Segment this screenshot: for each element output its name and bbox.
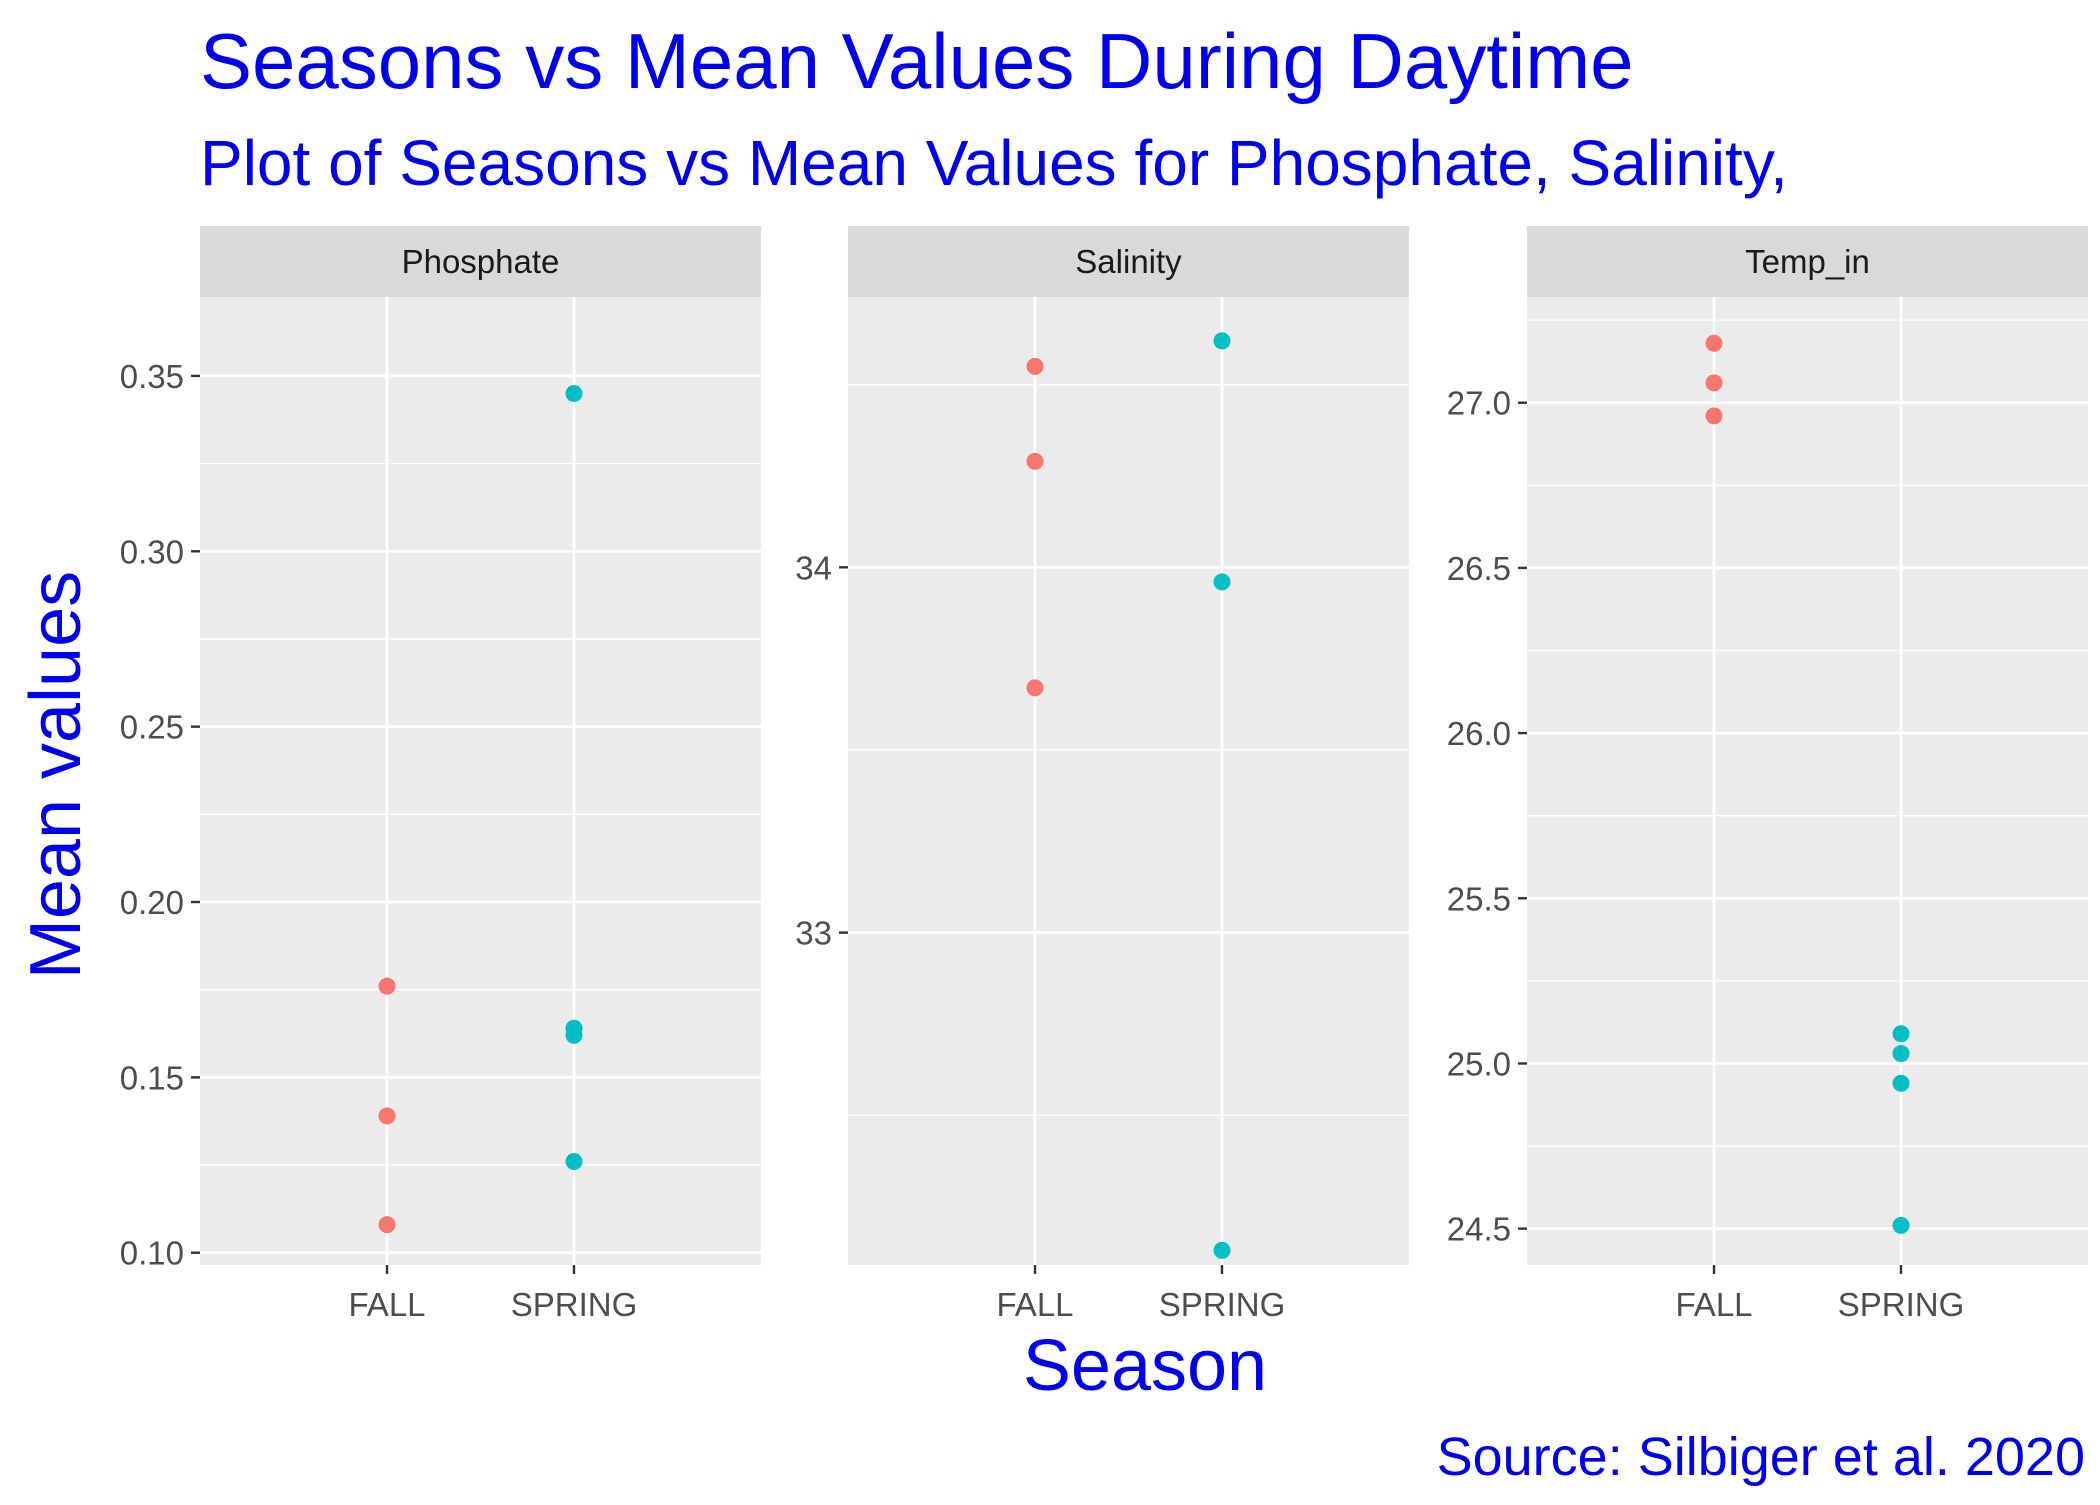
y-tick-label: 25.5 xyxy=(1447,880,1511,917)
data-point-spring xyxy=(1892,1025,1910,1043)
data-point-fall xyxy=(1026,452,1044,470)
x-tick-label: FALL xyxy=(348,1286,425,1323)
y-axis-title: Mean values xyxy=(16,571,96,979)
y-tick-label: 0.20 xyxy=(120,884,184,921)
facet-strip xyxy=(848,226,1409,297)
facet-strip-label: Temp_in xyxy=(1745,243,1870,280)
data-point-spring xyxy=(1213,1241,1231,1259)
data-point-spring xyxy=(1892,1045,1910,1063)
y-tick-label: 34 xyxy=(795,549,832,586)
data-point-fall xyxy=(1705,374,1723,392)
data-point-spring xyxy=(565,384,583,402)
chart-caption: Source: Silbiger et al. 2020 xyxy=(1437,1427,2085,1487)
data-point-fall xyxy=(378,1216,396,1234)
panel-background xyxy=(848,297,1409,1265)
x-tick-label: FALL xyxy=(1675,1286,1752,1323)
x-tick-label: SPRING xyxy=(1838,1286,1965,1323)
data-point-spring xyxy=(1892,1216,1910,1234)
y-tick-label: 27.0 xyxy=(1447,385,1511,422)
data-point-fall xyxy=(1026,679,1044,697)
facet-strip-label: Phosphate xyxy=(402,243,560,280)
y-tick-label: 0.35 xyxy=(120,358,184,395)
y-tick-label: 0.15 xyxy=(120,1059,184,1096)
y-tick-label: 26.5 xyxy=(1447,550,1511,587)
data-point-fall xyxy=(1705,334,1723,352)
data-point-fall xyxy=(1026,357,1044,375)
data-point-fall xyxy=(1705,407,1723,425)
y-tick-label: 24.5 xyxy=(1447,1211,1511,1248)
facet-panels: Phosphate 0.10 0.15 0.20 0.25 0.30 0.35 FALL SPR… xyxy=(120,226,2088,1323)
y-tick-label: 25.0 xyxy=(1447,1045,1511,1082)
data-point-fall xyxy=(378,977,396,995)
y-tick-label: 0.30 xyxy=(120,533,184,570)
data-point-spring xyxy=(565,1026,583,1044)
facet-temp-in: Temp_in 24.5 25.0 25.5 26.0 26.5 27.0 FALL SPRIN… xyxy=(1447,226,2088,1323)
y-tick-label: 33 xyxy=(795,915,832,952)
facet-strip xyxy=(200,226,761,297)
panel-background xyxy=(1527,297,2088,1265)
panel-background xyxy=(200,297,761,1265)
x-tick-label: FALL xyxy=(996,1286,1073,1323)
chart-subtitle: Plot of Seasons vs Mean Values for Phosp… xyxy=(200,127,1788,199)
data-point-spring xyxy=(1213,332,1231,350)
x-tick-label: SPRING xyxy=(1159,1286,1286,1323)
y-tick-label: 0.10 xyxy=(120,1235,184,1272)
facet-strip-label: Salinity xyxy=(1075,243,1182,280)
data-point-spring xyxy=(1213,573,1231,591)
data-point-spring xyxy=(565,1153,583,1171)
data-point-fall xyxy=(378,1107,396,1125)
data-point-spring xyxy=(1892,1074,1910,1092)
facet-phosphate: Phosphate 0.10 0.15 0.20 0.25 0.30 0.35 FALL SPR… xyxy=(120,226,761,1323)
x-tick-label: SPRING xyxy=(511,1286,638,1323)
chart-title: Seasons vs Mean Values During Daytime xyxy=(200,17,1634,105)
y-tick-label: 26.0 xyxy=(1447,715,1511,752)
y-tick-label: 0.25 xyxy=(120,709,184,746)
facet-salinity: Salinity 33 34 FALL SPRING xyxy=(795,226,1409,1323)
x-axis-title: Season xyxy=(1023,1326,1267,1406)
facet-strip xyxy=(1527,226,2088,297)
